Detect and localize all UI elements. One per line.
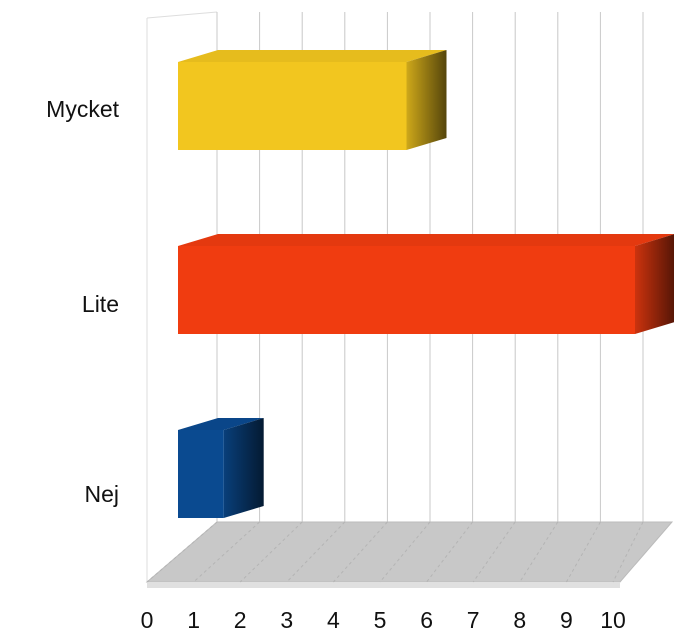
x-tick-label: 8 bbox=[513, 607, 526, 633]
bar-top bbox=[178, 418, 264, 430]
bar-side bbox=[223, 418, 264, 518]
floor-grid-line bbox=[472, 521, 516, 583]
y-tick-label: Lite bbox=[82, 291, 119, 317]
floor-grid-line bbox=[426, 521, 473, 583]
bar bbox=[178, 430, 224, 518]
floor-grid-line bbox=[193, 521, 260, 583]
y-tick-label: Nej bbox=[84, 481, 119, 507]
x-tick-label: 5 bbox=[374, 607, 387, 633]
x-tick-label: 7 bbox=[467, 607, 480, 633]
floor-grid-line bbox=[286, 521, 346, 583]
x-tick-label: 6 bbox=[420, 607, 433, 633]
x-tick-label: 4 bbox=[327, 607, 340, 633]
wall-top-edge bbox=[146, 11, 218, 19]
floor-edge bbox=[147, 582, 620, 588]
x-tick-label: 2 bbox=[234, 607, 247, 633]
bar-top bbox=[178, 50, 447, 62]
bar-top bbox=[178, 234, 674, 246]
floor-grid-line bbox=[612, 521, 644, 583]
y-tick-label: Mycket bbox=[46, 96, 119, 122]
x-tick-label: 10 bbox=[600, 607, 626, 633]
bar bbox=[178, 246, 635, 334]
floor-grid-line bbox=[239, 521, 303, 583]
x-tick-label: 1 bbox=[187, 607, 200, 633]
floor-grid-line bbox=[333, 521, 388, 583]
floor-grid-line bbox=[379, 521, 431, 583]
bar bbox=[178, 62, 407, 150]
x-tick-label: 9 bbox=[560, 607, 573, 633]
x-tick-label: 0 bbox=[141, 607, 154, 633]
bar-side bbox=[406, 50, 447, 150]
bar-side bbox=[635, 234, 674, 334]
x-tick-label: 3 bbox=[280, 607, 293, 633]
floor bbox=[145, 521, 674, 583]
